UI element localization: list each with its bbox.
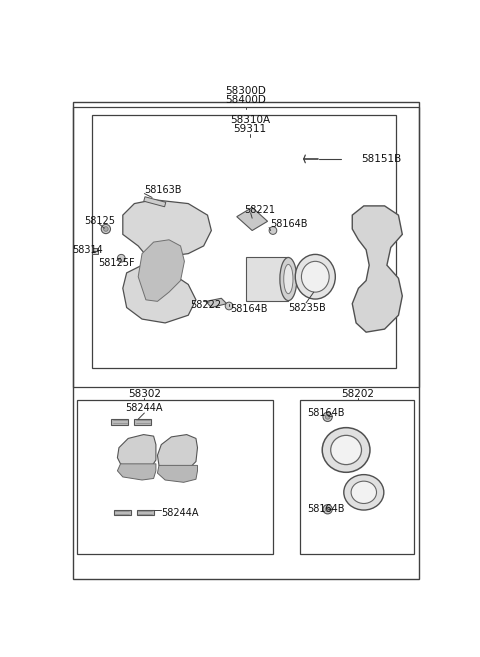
Bar: [144, 196, 166, 207]
Text: 58400D: 58400D: [226, 95, 266, 105]
Text: 58235B: 58235B: [288, 302, 326, 313]
Text: 58202: 58202: [341, 389, 374, 399]
Text: 58302: 58302: [128, 389, 161, 399]
Text: 58244A: 58244A: [161, 508, 199, 518]
Bar: [111, 419, 128, 424]
Polygon shape: [123, 200, 211, 323]
Circle shape: [104, 227, 108, 231]
Bar: [300, 400, 414, 554]
Ellipse shape: [284, 264, 293, 294]
Text: 59311: 59311: [233, 124, 266, 134]
Ellipse shape: [322, 428, 370, 472]
Text: 58164B: 58164B: [308, 408, 345, 418]
Text: 58314: 58314: [72, 245, 103, 255]
Bar: [92, 115, 396, 367]
Text: 58164B: 58164B: [271, 219, 308, 229]
Ellipse shape: [301, 261, 329, 292]
Circle shape: [323, 412, 332, 422]
Text: 58125: 58125: [84, 216, 115, 226]
Polygon shape: [138, 240, 184, 302]
Bar: [73, 107, 419, 387]
Text: 58164B: 58164B: [308, 505, 345, 514]
Text: 58151B: 58151B: [361, 154, 402, 164]
Text: 58222: 58222: [191, 300, 222, 310]
Polygon shape: [352, 206, 402, 332]
Bar: [246, 257, 288, 302]
Bar: [77, 400, 273, 554]
Bar: [134, 419, 151, 424]
Polygon shape: [237, 208, 267, 231]
Polygon shape: [157, 434, 197, 472]
Circle shape: [225, 302, 233, 310]
Polygon shape: [157, 465, 197, 482]
Polygon shape: [206, 298, 227, 307]
Polygon shape: [118, 464, 156, 480]
Circle shape: [325, 507, 330, 512]
Text: 58125F: 58125F: [98, 258, 135, 268]
Text: 58164B: 58164B: [230, 304, 268, 314]
Ellipse shape: [280, 258, 297, 301]
Text: 58244A: 58244A: [126, 403, 163, 413]
Ellipse shape: [351, 481, 376, 503]
Circle shape: [323, 505, 332, 514]
Bar: [114, 510, 131, 516]
Ellipse shape: [344, 474, 384, 510]
Text: 58163B: 58163B: [144, 185, 182, 196]
Circle shape: [325, 415, 330, 419]
Text: 58300D: 58300D: [226, 86, 266, 96]
Ellipse shape: [331, 436, 361, 464]
Circle shape: [118, 254, 125, 262]
Polygon shape: [118, 434, 156, 472]
Circle shape: [269, 227, 277, 235]
Bar: [137, 510, 154, 516]
Text: 58221: 58221: [244, 205, 276, 215]
Text: 58310A: 58310A: [230, 115, 270, 125]
Bar: [92, 248, 98, 254]
Ellipse shape: [295, 254, 336, 299]
Circle shape: [101, 225, 110, 234]
